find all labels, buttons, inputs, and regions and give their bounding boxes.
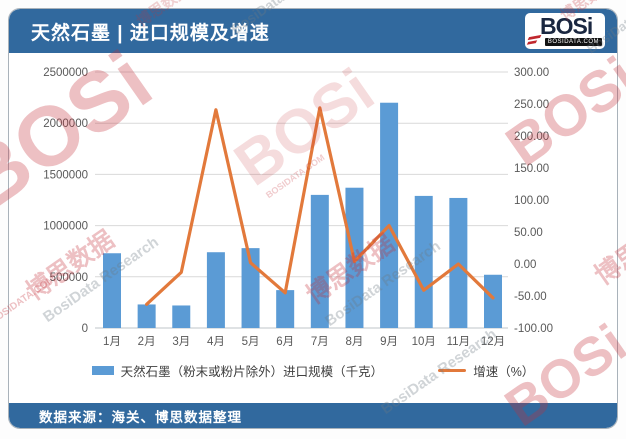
left-axis-tick-label: 0: [82, 323, 88, 335]
legend-bar-label: 天然石墨（粉末或粉片除外）进口规模（千克）: [120, 365, 384, 379]
bar-1月: [103, 253, 121, 328]
report-card: 天然石墨 | 进口规模及增速 BOSi BOSIDATA.COM 天然石墨（粉末…: [8, 8, 618, 429]
right-axis-tick-label: -50.00: [514, 291, 547, 303]
x-axis-label-11: 11月: [447, 336, 470, 348]
right-axis-tick-label: -100.00: [514, 323, 553, 335]
left-axis-tick-label: 1500000: [43, 169, 88, 181]
x-axis-label-7: 7月: [311, 336, 329, 348]
left-axis-tick-label: 2500000: [43, 67, 88, 79]
line-series-swatch: [438, 368, 467, 373]
bar-3月: [172, 305, 191, 328]
right-axis-tick-label: 0.00: [514, 259, 536, 271]
bar-series-swatch: [91, 366, 114, 375]
bar-2月: [137, 304, 156, 328]
x-axis-label-10: 10月: [412, 336, 436, 348]
chart-legend: 天然石墨（粉末或粉片除外）进口规模（千克） 增速（%）: [9, 361, 617, 380]
x-axis-label-8: 8月: [346, 336, 364, 348]
x-axis-label-4: 4月: [207, 336, 225, 348]
x-axis-label-5: 5月: [242, 336, 260, 348]
x-axis-label-9: 9月: [380, 336, 398, 348]
logo-domain: BOSIDATA.COM: [544, 38, 602, 46]
right-axis-tick-label: 300.00: [514, 67, 549, 79]
bosidata-logo: BOSi BOSIDATA.COM: [525, 13, 605, 49]
bar-12月: [484, 274, 502, 328]
logo-text: BOSi: [540, 13, 593, 39]
x-axis-label-1: 1月: [103, 336, 121, 348]
right-axis-tick-label: 200.00: [514, 131, 549, 143]
bar-4月: [206, 252, 225, 328]
x-axis-label-12: 12月: [481, 336, 505, 348]
header-bar: 天然石墨 | 进口规模及增速 BOSi BOSIDATA.COM: [9, 9, 617, 53]
footer-bar: 数据来源：海关、博思数据整理: [9, 403, 617, 428]
right-axis-tick-label: 100.00: [514, 195, 549, 207]
right-axis-tick-label: 150.00: [514, 163, 549, 175]
bar-7月: [310, 194, 329, 328]
right-axis-tick-label: 50.00: [514, 227, 543, 239]
page-title: 天然石墨 | 进口规模及增速: [31, 22, 270, 44]
right-axis-tick-label: 250.00: [514, 99, 549, 111]
x-axis-label-6: 6月: [276, 336, 294, 348]
x-axis-label-3: 3月: [172, 336, 190, 348]
legend-line-label: 增速（%）: [473, 365, 535, 379]
left-axis-tick-label: 500000: [50, 272, 88, 284]
growth-rate-line: [145, 106, 495, 306]
legend-item-import-scale: 天然石墨（粉末或粉片除外）进口规模（千克）: [91, 361, 384, 380]
bar-10月: [414, 195, 433, 328]
data-source-note: 数据来源：海关、博思数据整理: [39, 409, 242, 425]
legend-item-growth-rate: 增速（%）: [438, 361, 534, 380]
left-axis-tick-label: 2000000: [43, 118, 88, 130]
left-axis-tick-label: 1000000: [43, 221, 88, 233]
x-axis-label-2: 2月: [138, 336, 156, 348]
bar-6月: [276, 290, 295, 328]
bar-9月: [380, 102, 399, 328]
